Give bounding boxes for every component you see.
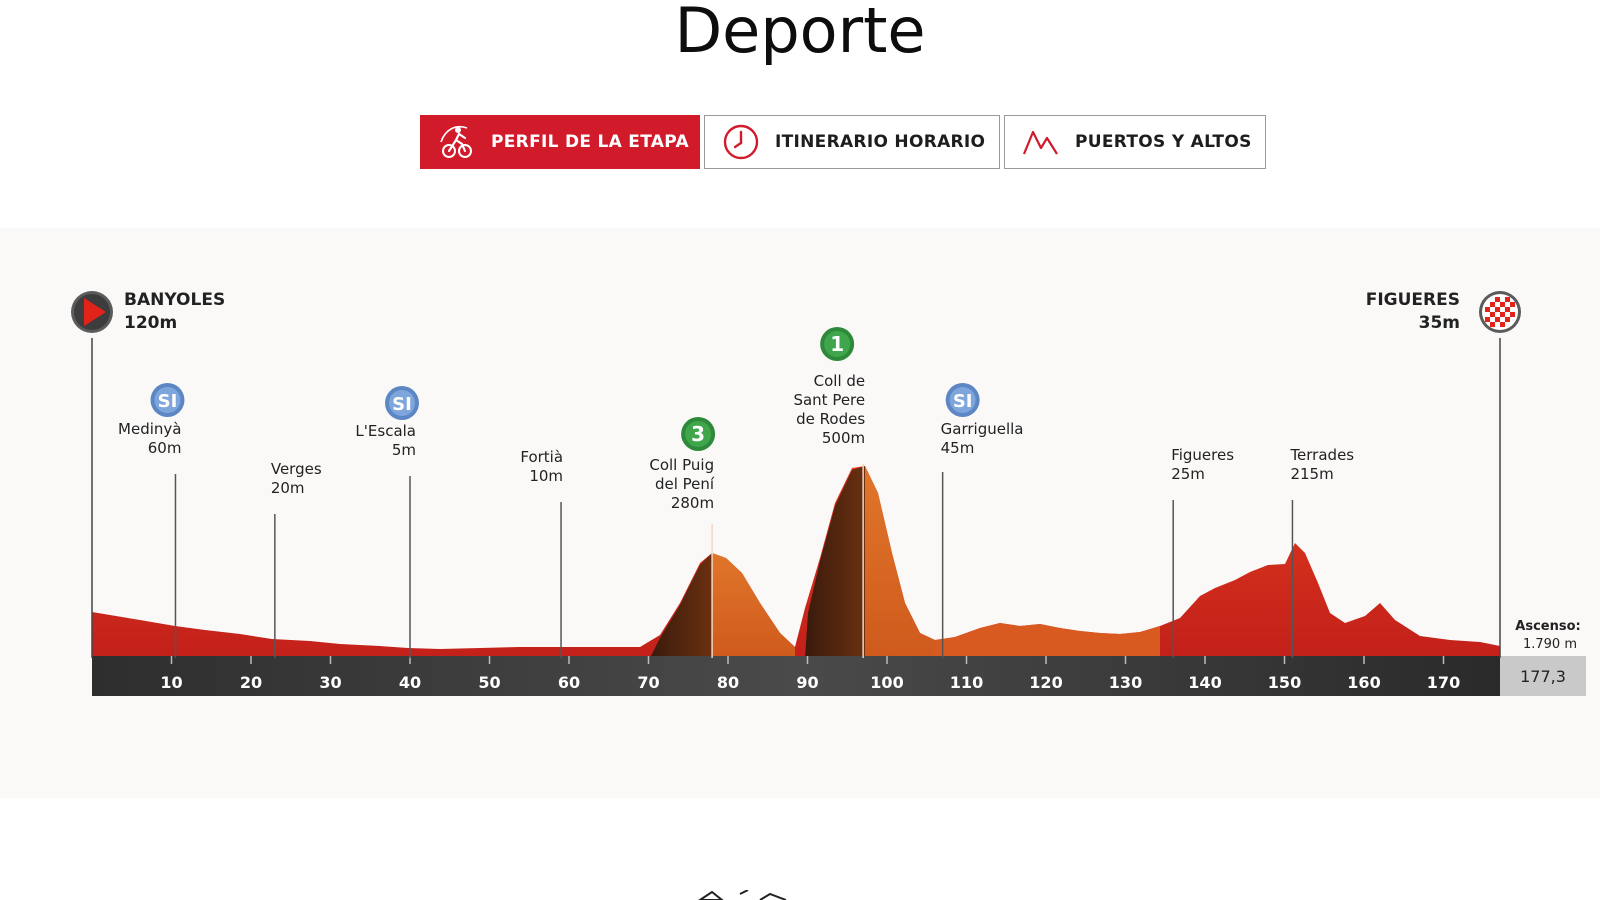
terrain-orange-section [935,623,1160,658]
climb-category-badge-icon: 1 [820,327,855,361]
page-title: Deporte [674,0,926,67]
checker-square [1490,302,1495,307]
distance-tick-label: 110 [950,673,983,692]
checker-square [1490,322,1495,327]
checker-square [1495,317,1500,322]
route-point: Coll Puig del Pení 280m 3 [649,417,716,658]
checker-square [1495,307,1500,312]
route-point-label: Medinyà 60m [118,420,181,457]
distance-tick-label: 160 [1347,673,1380,692]
distance-tick-label: 120 [1029,673,1062,692]
route-point-label: Garriguella 45m [941,420,1024,457]
terrain-base [92,466,1500,658]
route-point-label: Coll Puig del Pení 280m [649,456,715,512]
total-distance-box [1500,656,1586,696]
distance-tick-label: 100 [870,673,903,692]
start-name: BANYOLES [124,290,225,310]
route-point: Figueres 25m [1171,446,1234,658]
checker-square [1505,317,1510,322]
cyclist-icon [440,126,472,158]
ascent-face-rodes [805,466,865,658]
total-distance: 177,3 [1520,667,1566,686]
distance-tick-label: 40 [399,673,421,692]
route-point-label: Coll de Sant Pere de Rodes 500m [793,372,865,447]
checker-square [1500,322,1505,327]
start-altitude: 120m [124,313,177,333]
checker-square [1485,307,1490,312]
checker-square [1505,307,1510,312]
ascent-label: Ascenso: [1515,619,1580,634]
checker-square [1495,297,1500,302]
route-point-label: Terrades 215m [1289,446,1354,483]
stage-profile-panel [0,228,1600,798]
route-point-label: Figueres 25m [1171,446,1234,483]
distance-tick-label: 130 [1109,673,1142,692]
distance-tick-label: 90 [796,673,818,692]
footer-logo-fragment [698,890,787,900]
ascent-value: 1.790 m [1523,637,1577,652]
tab-label: ITINERARIO HORARIO [775,132,986,152]
distance-tick-label: 20 [240,673,262,692]
clock-icon [723,124,759,160]
svg-text:SI: SI [392,394,412,415]
finish-altitude: 35m [1419,313,1460,333]
stage-profile: 177,3 Ascenso: 1.790 m 10 20 30 40 50 60 70 80 9… [71,290,1586,696]
svg-text:1: 1 [830,332,844,356]
route-point: Fortià 10m [520,448,563,658]
tab-perfil-etapa[interactable]: PERFIL DE LA ETAPA [420,115,700,169]
tab-itinerario-horario[interactable]: ITINERARIO HORARIO [704,115,1000,169]
ascent-face-peni [650,553,712,658]
tab-puertos-altos[interactable]: PUERTOS Y ALTOS [1004,115,1266,169]
route-point-label: L'Escala 5m [355,422,416,459]
checker-square [1485,317,1490,322]
mountain-icon [1022,130,1058,155]
distance-tick-label: 30 [319,673,341,692]
distance-tick-label: 170 [1427,673,1460,692]
route-point: Medinyà 60m SI [118,383,185,658]
finish-flag-icon [1479,291,1521,333]
route-point: L'Escala 5m SI [355,386,419,658]
finish-name: FIGUERES [1366,290,1460,310]
route-point: Garriguella 45m SI [941,383,1024,658]
sprint-badge-icon: SI [150,383,185,417]
checker-square [1490,312,1495,317]
distance-tick-label: 150 [1268,673,1301,692]
climb-sant-pere-de-rodes [865,466,935,658]
checker-square [1500,302,1505,307]
checker-square [1505,297,1510,302]
sprint-badge-icon: SI [385,386,419,420]
start-flag-icon [71,291,113,333]
sprint-badge-icon: SI [945,383,980,417]
route-point: Terrades 215m [1289,446,1354,658]
tab-label: PUERTOS Y ALTOS [1075,132,1252,152]
svg-text:3: 3 [691,422,705,446]
checker-square [1510,312,1515,317]
svg-text:SI: SI [158,391,178,412]
climb-coll-puig-del-peni [712,553,795,658]
route-point: Verges 20m [271,460,322,658]
distance-tick-label: 140 [1188,673,1221,692]
checker-square [1510,302,1515,307]
distance-tick-label: 80 [717,673,739,692]
route-point-label: Fortià 10m [520,448,563,485]
tab-label: PERFIL DE LA ETAPA [491,132,689,152]
distance-tick-label: 70 [637,673,659,692]
checker-square [1500,312,1505,317]
climb-category-badge-icon: 3 [681,417,716,451]
distance-tick-label: 60 [558,673,580,692]
distance-bar [92,656,1500,696]
svg-text:SI: SI [953,391,973,412]
distance-tick-label: 50 [478,673,500,692]
distance-tick-label: 10 [160,673,182,692]
route-point: Coll de Sant Pere de Rodes 500m 1 [793,327,865,658]
route-point-label: Verges 20m [271,460,322,497]
